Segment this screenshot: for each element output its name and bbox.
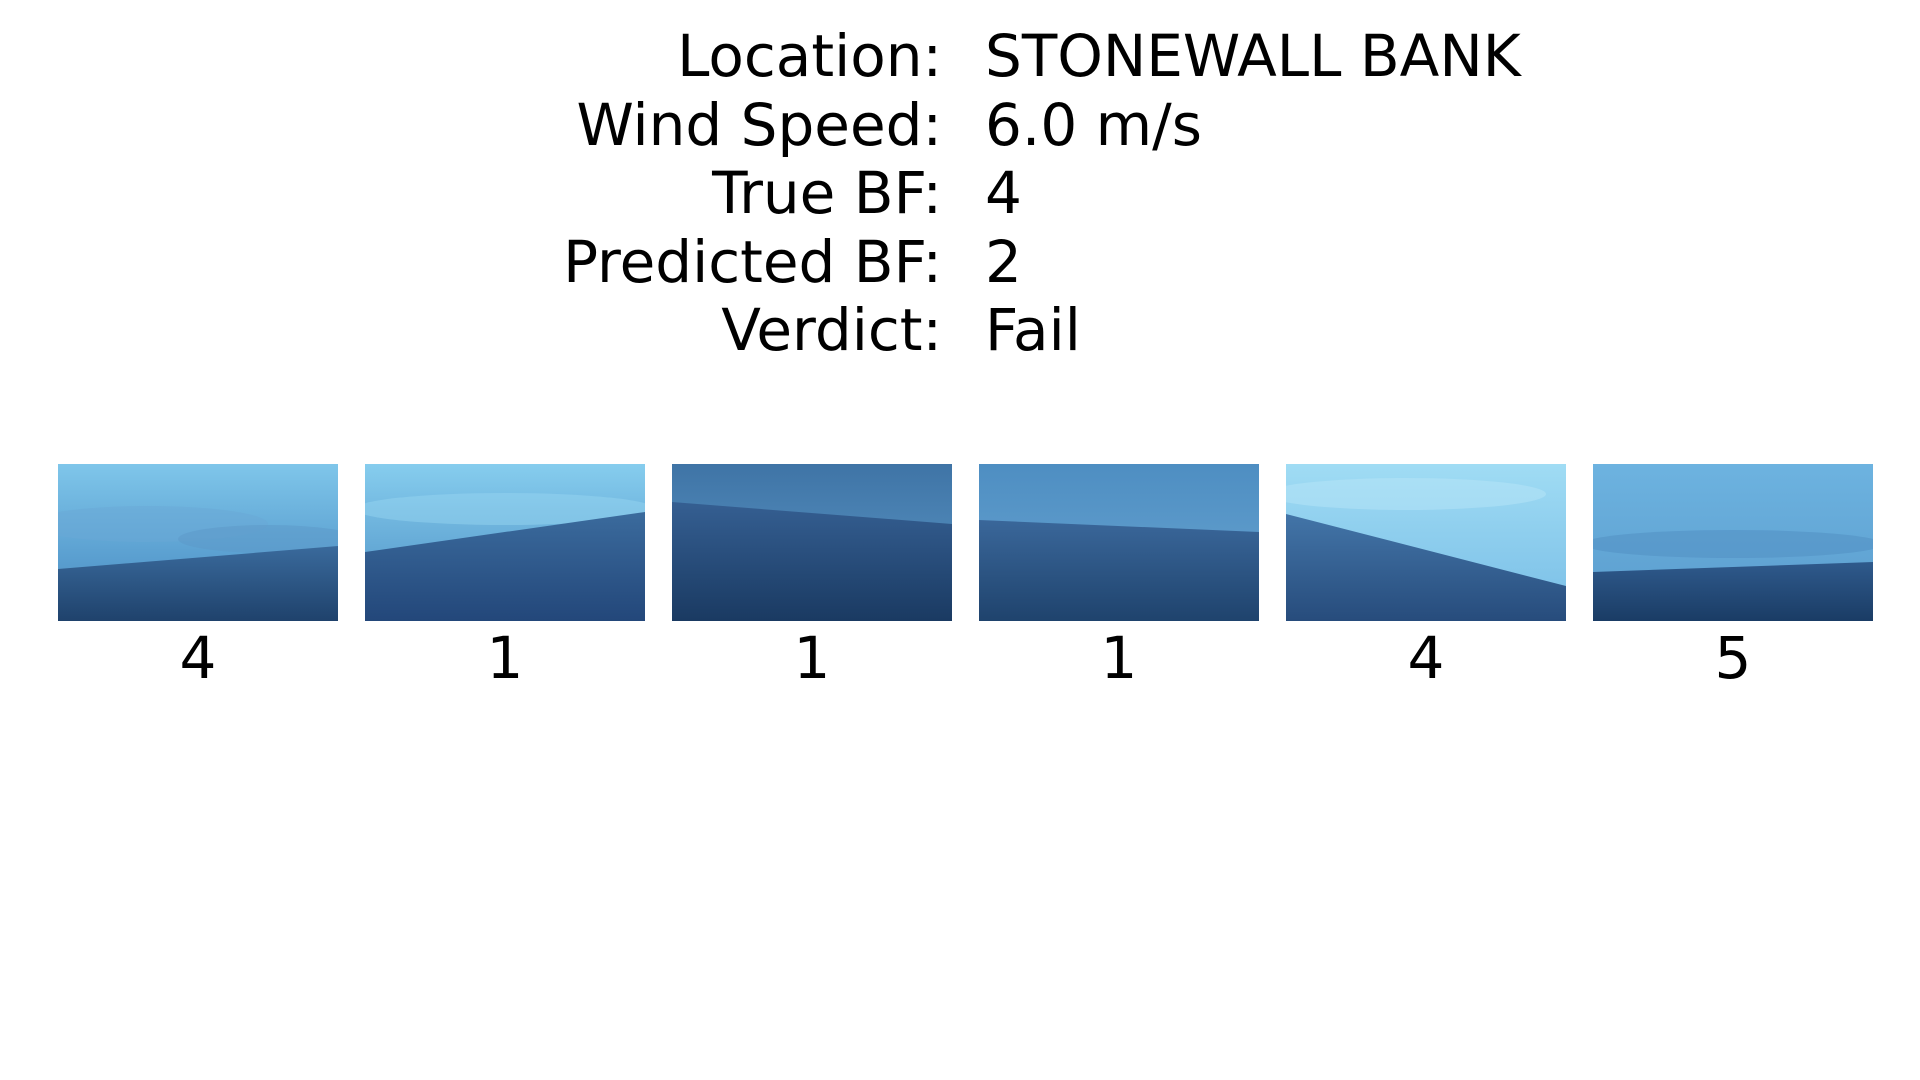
- true-bf-label: True BF:: [712, 159, 942, 227]
- image-tile: 1: [672, 464, 952, 693]
- predicted-bf-value: 2: [985, 227, 1022, 296]
- true-bf-value: 4: [985, 159, 1022, 227]
- sea-photo: [365, 464, 645, 621]
- image-tile: 1: [365, 464, 645, 693]
- image-tile: 1: [979, 464, 1259, 693]
- wind-speed-label: Wind Speed:: [576, 90, 942, 159]
- info-row-verdict: Verdict: Fail: [0, 296, 1920, 365]
- info-panel: Location: STONEWALL BANK Wind Speed: 6.0…: [0, 22, 1920, 365]
- sea-photo: [1593, 464, 1873, 621]
- location-value: STONEWALL BANK: [985, 22, 1521, 90]
- tile-label: 1: [793, 624, 831, 692]
- tile-label: 1: [1100, 624, 1138, 692]
- tile-label: 4: [1407, 624, 1445, 692]
- image-tile: 5: [1593, 464, 1873, 693]
- info-row-predicted-bf: Predicted BF: 2: [0, 228, 1920, 297]
- tile-label: 4: [179, 624, 217, 692]
- verdict-value: Fail: [985, 296, 1081, 364]
- image-tile: 4: [58, 464, 338, 693]
- sea-photo: [979, 464, 1259, 621]
- verdict-label: Verdict:: [721, 296, 942, 364]
- tile-label: 1: [486, 624, 524, 692]
- info-row-wind-speed: Wind Speed: 6.0 m/s: [0, 91, 1920, 160]
- sea-photo: [58, 464, 338, 621]
- info-row-true-bf: True BF: 4: [0, 159, 1920, 228]
- info-row-location: Location: STONEWALL BANK: [0, 22, 1920, 91]
- wind-speed-value: 6.0 m/s: [985, 90, 1202, 159]
- image-tile: 4: [1286, 464, 1566, 693]
- sea-photo: [672, 464, 952, 621]
- image-strip: 4 1: [58, 464, 1878, 694]
- predicted-bf-label: Predicted BF:: [563, 227, 942, 296]
- location-label: Location:: [677, 22, 942, 90]
- sea-photo: [1286, 464, 1566, 621]
- tile-label: 5: [1714, 624, 1752, 692]
